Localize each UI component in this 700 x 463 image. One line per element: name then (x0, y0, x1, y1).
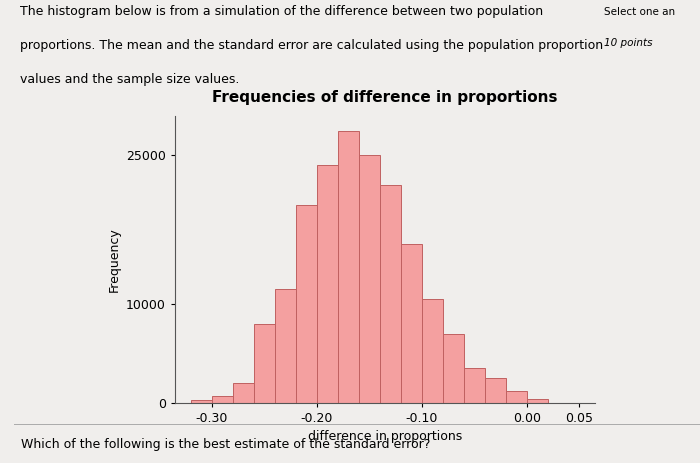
Text: proportions. The mean and the standard error are calculated using the population: proportions. The mean and the standard e… (20, 39, 603, 52)
Bar (211, 396, 232, 403)
Bar (379, 185, 400, 403)
Bar (295, 205, 316, 403)
Bar (526, 399, 547, 403)
X-axis label: difference in proportions: difference in proportions (308, 431, 462, 444)
Bar (400, 244, 421, 403)
Text: The histogram below is from a simulation of the difference between two populatio: The histogram below is from a simulation… (20, 5, 543, 18)
Bar (484, 378, 505, 403)
Bar (421, 299, 442, 403)
Y-axis label: Frequency: Frequency (108, 227, 120, 292)
Text: 10 points: 10 points (603, 38, 652, 48)
Bar (442, 333, 463, 403)
Bar (505, 391, 526, 403)
Bar (274, 289, 295, 403)
Bar (232, 383, 254, 403)
Bar (337, 131, 358, 403)
Bar (358, 156, 379, 403)
Bar (190, 400, 212, 403)
Title: Frequencies of difference in proportions: Frequencies of difference in proportions (212, 90, 558, 105)
Bar (463, 368, 484, 403)
Text: values and the sample size values.: values and the sample size values. (20, 73, 239, 86)
Text: Select one an: Select one an (603, 6, 675, 17)
Bar (253, 324, 274, 403)
Text: Which of the following is the best estimate of the standard error?: Which of the following is the best estim… (21, 438, 430, 450)
Bar (316, 165, 337, 403)
